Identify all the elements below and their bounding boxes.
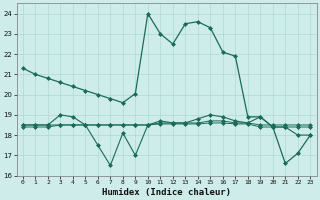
X-axis label: Humidex (Indice chaleur): Humidex (Indice chaleur) xyxy=(102,188,231,197)
